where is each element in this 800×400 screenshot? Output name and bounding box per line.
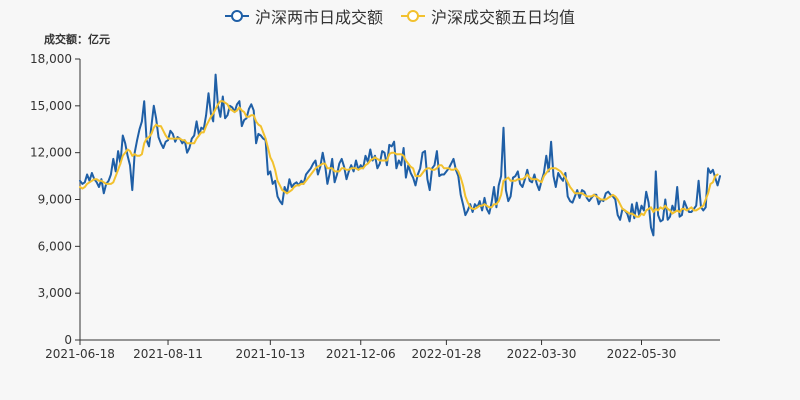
y-tick-label: 0 bbox=[64, 333, 72, 347]
legend-item-avg[interactable]: 沪深成交额五日均值 bbox=[401, 4, 575, 28]
unit-label: 成交额：亿元 bbox=[44, 33, 110, 46]
x-tick-label: 2022-05-30 bbox=[607, 347, 677, 361]
y-tick-label: 9,000 bbox=[38, 193, 72, 207]
legend-line-circle-icon bbox=[401, 10, 425, 22]
series-line-daily bbox=[79, 73, 721, 237]
y-tick-label: 6,000 bbox=[38, 239, 72, 253]
x-tick-label: 2021-06-18 bbox=[45, 347, 115, 361]
legend-label-daily: 沪深两市日成交额 bbox=[254, 8, 383, 27]
y-tick-label: 3,000 bbox=[38, 286, 72, 300]
legend[interactable]: 沪深两市日成交额 沪深成交额五日均值 bbox=[0, 4, 800, 28]
x-tick-label: 2021-08-11 bbox=[133, 347, 203, 361]
legend-line-circle-icon bbox=[224, 10, 249, 22]
x-tick-label: 2022-03-30 bbox=[507, 347, 577, 361]
y-tick-label: 12,000 bbox=[30, 146, 72, 160]
y-tick-label: 18,000 bbox=[30, 52, 72, 66]
plot-area: 0 3,000 6,000 9,000 12,000 15,000 18,000 2021-0… bbox=[30, 52, 721, 361]
legend-label-avg: 沪深成交额五日均值 bbox=[431, 8, 576, 27]
x-tick-label: 2021-10-13 bbox=[235, 347, 305, 361]
x-tick-label: 2022-01-28 bbox=[412, 347, 482, 361]
x-tick-label: 2021-12-06 bbox=[326, 347, 396, 361]
y-tick-label: 15,000 bbox=[30, 99, 72, 113]
series-line-avg bbox=[79, 100, 719, 218]
legend-item-daily[interactable]: 沪深两市日成交额 bbox=[224, 4, 383, 28]
